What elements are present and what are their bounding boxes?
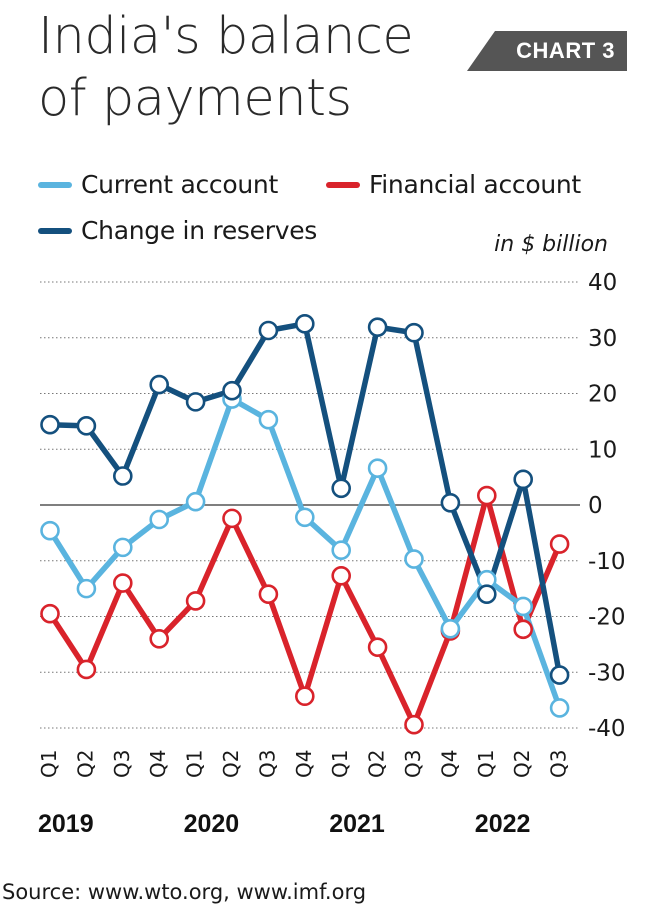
y-tick-label: 40 (588, 270, 617, 296)
y-tick-label: -40 (588, 716, 626, 742)
title-line-2: of payments (38, 69, 352, 128)
data-point-change-in-reserves (331, 478, 352, 499)
data-point-change-in-reserves (222, 380, 242, 401)
data-point-current-account (513, 596, 534, 617)
source-note: Source: www.wto.org, www.imf.org (2, 880, 367, 904)
data-point-financial-account (331, 566, 352, 586)
data-point-change-in-reserves (513, 469, 534, 490)
data-point-financial-account (185, 591, 206, 611)
data-point-change-in-reserves (404, 322, 424, 343)
legend-swatch-current-account (38, 181, 72, 188)
x-year-label: 2020 (184, 810, 240, 838)
data-point-current-account (331, 540, 352, 560)
legend-label-financial-account: Financial account (369, 170, 581, 199)
legend-swatch-change-in-reserves (38, 227, 72, 234)
chart-title: India's balance of payments (38, 6, 458, 130)
title-line-1: India's balance (38, 7, 414, 66)
data-point-current-account (549, 698, 570, 718)
y-tick-label: -20 (588, 605, 626, 631)
data-point-current-account (113, 537, 133, 558)
data-point-financial-account (113, 573, 133, 593)
x-tick-label: Q2 (510, 750, 534, 778)
data-point-current-account (440, 618, 461, 639)
x-tick-label: Q3 (401, 750, 425, 778)
x-tick-label: Q2 (73, 750, 97, 778)
data-point-current-account (149, 509, 169, 530)
data-point-financial-account (404, 714, 424, 735)
y-tick-label: 30 (588, 326, 617, 352)
data-point-change-in-reserves (367, 317, 388, 337)
legend-change-in-reserves: Change in reserves (38, 216, 317, 245)
data-point-change-in-reserves (40, 414, 60, 435)
data-point-financial-account (549, 534, 570, 554)
x-tick-label: Q3 (547, 750, 571, 778)
data-point-financial-account (294, 686, 315, 707)
legend-financial-account: Financial account (326, 170, 581, 199)
y-tick-label: -30 (588, 660, 626, 686)
data-point-current-account (258, 409, 279, 430)
x-tick-label: Q3 (110, 750, 134, 778)
y-tick-label: 20 (588, 382, 617, 408)
x-tick-label: Q1 (37, 750, 61, 778)
y-tick-label: -10 (588, 549, 626, 575)
data-point-change-in-reserves (294, 314, 315, 334)
data-point-current-account (404, 549, 424, 569)
x-tick-label: Q1 (474, 750, 498, 778)
data-point-change-in-reserves (549, 665, 570, 685)
data-point-financial-account (476, 485, 497, 506)
y-tick-label: 10 (588, 437, 617, 463)
x-tick-label: Q4 (437, 750, 461, 778)
data-point-change-in-reserves (476, 584, 497, 605)
data-point-financial-account (258, 584, 279, 605)
legend-swatch-financial-account (326, 181, 360, 188)
unit-label: in $ billion (494, 232, 608, 257)
chart-number-badge: CHART 3 (467, 31, 627, 71)
data-point-change-in-reserves (258, 320, 279, 341)
data-point-change-in-reserves (113, 466, 133, 486)
data-point-change-in-reserves (76, 416, 97, 436)
data-point-current-account (367, 458, 388, 479)
x-tick-label: Q2 (365, 750, 389, 778)
data-point-current-account (185, 491, 206, 512)
data-point-current-account (294, 507, 315, 528)
x-year-label: 2022 (475, 810, 531, 838)
x-tick-label: Q4 (292, 750, 316, 778)
data-point-change-in-reserves (185, 392, 206, 412)
data-point-financial-account (149, 628, 169, 649)
x-tick-label: Q4 (146, 750, 170, 778)
data-point-change-in-reserves (440, 492, 461, 513)
legend-label-current-account: Current account (81, 170, 278, 199)
data-point-current-account (76, 578, 97, 599)
data-point-financial-account (40, 603, 60, 624)
data-point-change-in-reserves (149, 374, 169, 395)
data-point-current-account (40, 520, 60, 541)
legend-current-account: Current account (38, 170, 278, 199)
data-point-financial-account (513, 619, 534, 640)
x-year-label: 2021 (329, 810, 385, 838)
x-tick-label: Q1 (328, 750, 352, 778)
x-tick-label: Q2 (219, 750, 243, 778)
x-year-label: 2019 (38, 810, 94, 838)
data-point-financial-account (367, 637, 388, 657)
data-point-financial-account (222, 508, 242, 529)
data-point-financial-account (76, 659, 97, 680)
y-tick-label: 0 (588, 493, 603, 519)
x-tick-label: Q3 (255, 750, 279, 778)
x-tick-label: Q1 (183, 750, 207, 778)
legend-label-change-in-reserves: Change in reserves (81, 216, 317, 245)
